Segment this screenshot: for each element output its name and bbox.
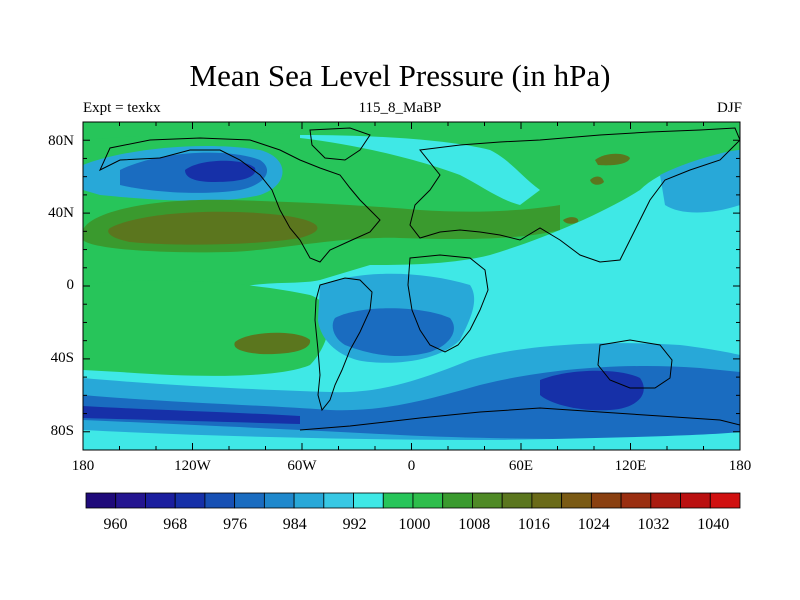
south-america-coast bbox=[314, 277, 373, 412]
colorbar-swatch bbox=[263, 492, 295, 509]
colorbar-swatch bbox=[412, 492, 444, 509]
colorbar-label: 1016 bbox=[517, 516, 550, 533]
colorbar-swatch bbox=[709, 492, 741, 509]
asia-high-patch bbox=[590, 176, 604, 185]
colorbar-label: 1040 bbox=[697, 516, 730, 533]
colorbar-label: 968 bbox=[163, 516, 188, 533]
lon-label: 0 bbox=[407, 458, 416, 474]
lon-label: 60E bbox=[508, 458, 534, 474]
colorbar-swatch bbox=[680, 492, 711, 509]
colorbar-label: 1032 bbox=[637, 516, 670, 533]
colorbar-label: 1000 bbox=[398, 516, 431, 533]
colorbar-swatch bbox=[234, 492, 265, 509]
run-label: 115_8_MaBP bbox=[358, 100, 442, 116]
lon-label: 120E bbox=[614, 458, 647, 474]
season-label: DJF bbox=[716, 100, 742, 116]
atlantic-low-dark bbox=[185, 160, 256, 182]
eurasia-coast bbox=[409, 127, 740, 263]
colorbar-swatch bbox=[531, 492, 563, 509]
colorbar-label: 1008 bbox=[458, 516, 491, 533]
colorbar-swatch bbox=[323, 492, 354, 509]
colorbar-label: 984 bbox=[282, 516, 307, 533]
colorbar-swatch bbox=[115, 492, 146, 509]
colorbar-swatch bbox=[590, 492, 622, 509]
coastlines bbox=[98, 127, 740, 431]
chart-title: Mean Sea Level Pressure (in hPa) bbox=[189, 58, 611, 93]
africa-mid bbox=[332, 308, 454, 356]
lat-label: 40S bbox=[50, 350, 74, 366]
colorbar-swatch bbox=[204, 492, 236, 509]
asia-high-patch2 bbox=[563, 217, 579, 224]
africa-coast bbox=[407, 254, 489, 353]
colorbar-label: 992 bbox=[342, 516, 367, 533]
colorbar-label: 1024 bbox=[577, 516, 610, 533]
lon-label: 180 bbox=[71, 458, 95, 474]
north-cyan-patch bbox=[300, 135, 540, 205]
colorbar-swatch bbox=[145, 492, 176, 509]
lon-label: 60W bbox=[287, 458, 317, 474]
lat-label: 80N bbox=[48, 133, 74, 149]
colorbar-swatch bbox=[650, 492, 681, 509]
colorbar-swatch bbox=[293, 492, 325, 509]
colorbar-swatch bbox=[620, 492, 652, 509]
asia-high-small bbox=[595, 153, 630, 166]
north-america-coast bbox=[98, 137, 381, 263]
antarctic-cyan bbox=[83, 430, 740, 450]
lon-label: 180 bbox=[728, 458, 752, 474]
colorbar-label: 976 bbox=[223, 516, 248, 533]
southern-ocean-dark bbox=[540, 370, 644, 411]
lat-label: 0 bbox=[66, 277, 75, 293]
lon-label: 120W bbox=[174, 458, 211, 474]
colorbar-swatch bbox=[174, 492, 206, 509]
colorbar-swatch bbox=[472, 492, 503, 509]
colorbar-swatch bbox=[442, 492, 473, 509]
colorbar-swatch bbox=[561, 492, 592, 509]
colorbar-label: 960 bbox=[103, 516, 128, 533]
colorbar-swatch bbox=[85, 492, 117, 509]
colorbar-swatch bbox=[501, 492, 533, 509]
subtropical-high-olive bbox=[108, 211, 318, 245]
contour-field bbox=[83, 122, 740, 450]
south-green-band bbox=[83, 280, 329, 376]
lat-label: 80S bbox=[50, 423, 74, 439]
colorbar bbox=[85, 492, 741, 509]
antarctica-coast bbox=[299, 407, 740, 431]
pacific-low-light bbox=[660, 150, 740, 213]
greenland-coast bbox=[309, 127, 371, 161]
colorbar-swatch bbox=[382, 492, 414, 509]
axis-ticks bbox=[82, 121, 741, 451]
experiment-label: Expt = texkx bbox=[83, 100, 161, 116]
south-high-olive bbox=[234, 332, 311, 355]
southern-ocean-deep-strip bbox=[83, 406, 300, 424]
lat-label: 40N bbox=[48, 205, 74, 221]
australia-coast bbox=[597, 339, 673, 389]
colorbar-swatch bbox=[353, 492, 384, 509]
